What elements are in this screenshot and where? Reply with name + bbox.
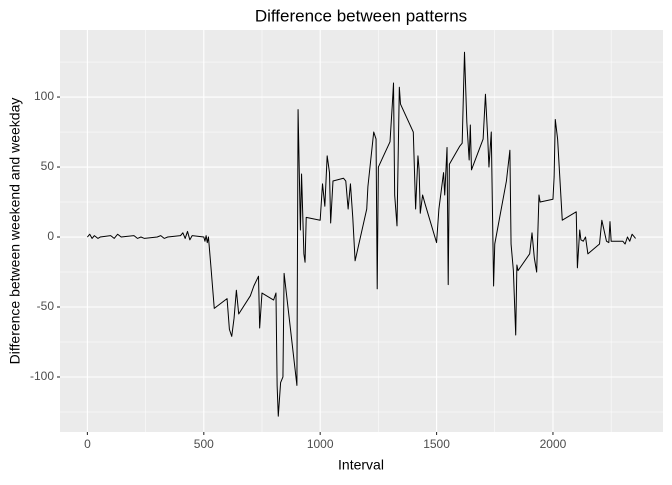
x-tick-label: 2000 [540,437,567,451]
chart-title: Difference between patterns [255,6,467,25]
y-tick-label: -50 [37,299,55,313]
x-axis-title: Interval [338,457,384,473]
x-tick-label: 1000 [307,437,334,451]
y-tick-label: 50 [41,159,55,173]
x-tick-label: 1500 [423,437,450,451]
y-tick-label: -100 [30,369,54,383]
x-tick-label: 500 [194,437,214,451]
plot-panel [60,30,663,432]
y-tick-label: 0 [47,229,54,243]
y-axis-title: Difference between weekend and weekday [7,98,23,365]
x-tick-label: 0 [84,437,91,451]
y-tick-label: 100 [34,89,54,103]
data-line [87,51,636,417]
